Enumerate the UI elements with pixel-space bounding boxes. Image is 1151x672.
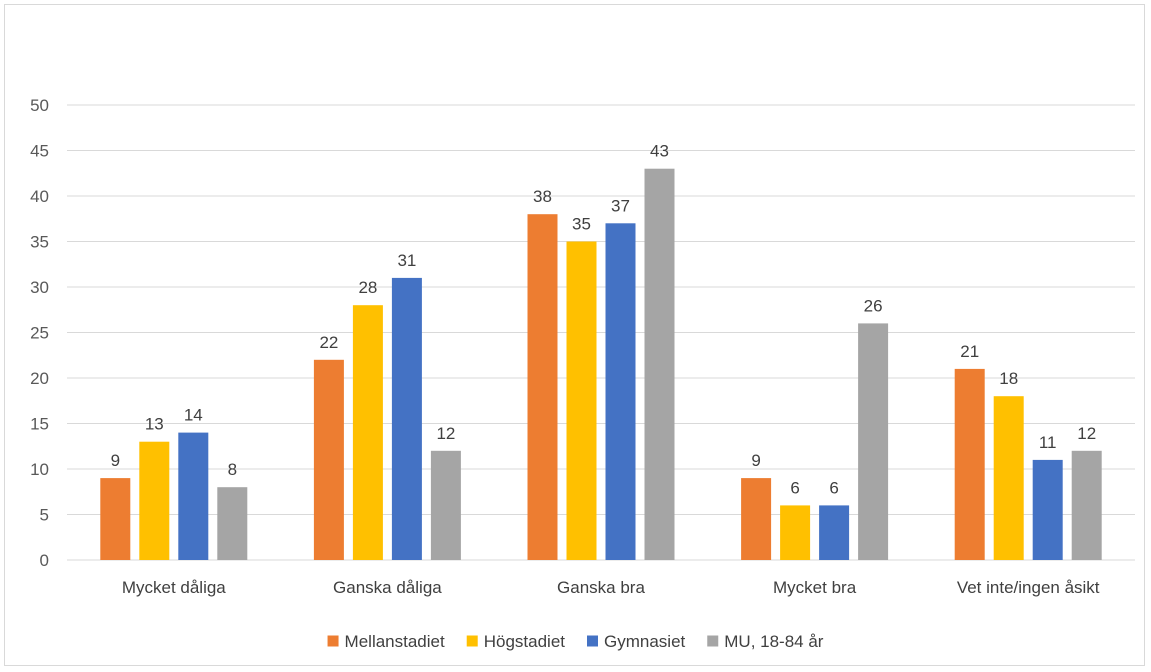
y-axis-tick-labels: 0 5 10 15 20 25 30 35 40 45 50 [30,96,49,570]
legend-swatch [707,635,719,647]
bar [527,214,558,560]
data-label: 8 [228,460,237,479]
bar [741,478,772,560]
data-label: 38 [533,187,552,206]
bar [313,359,344,560]
bar [430,450,461,560]
data-label: 21 [960,342,979,361]
data-label: 11 [1039,433,1057,452]
data-label: 31 [397,251,416,270]
legend-swatch [327,635,339,647]
bar [993,396,1024,560]
data-label: 6 [790,478,799,497]
legend-label: Högstadiet [484,632,566,651]
category-label: Ganska dåliga [333,578,442,597]
data-label: 37 [611,196,630,215]
category-label: Mycket bra [773,578,857,597]
legend: Mellanstadiet Högstadiet Gymnasiet MU, 18-8… [327,632,824,651]
data-label: 28 [358,278,377,297]
legend-label: Gymnasiet [604,632,686,651]
data-labels: 9 13 14 8 22 28 31 12 38 35 37 43 9 6 6 26 21 18 11 12 [111,142,1097,498]
data-label: 12 [1077,424,1096,443]
data-label: 12 [436,424,455,443]
bar [178,432,209,560]
bar [1071,450,1102,560]
category-label: Mycket dåliga [122,578,226,597]
y-tick-label: 10 [30,460,49,479]
x-axis-category-labels: Mycket dåliga Ganska dåliga Ganska bra Myck… [122,578,1100,597]
legend-label: MU, 18-84 år [724,632,824,651]
y-tick-label: 20 [30,369,49,388]
data-label: 13 [145,415,164,434]
y-tick-label: 35 [30,233,49,252]
bar [391,277,422,560]
bar [217,487,248,560]
bar [954,368,985,560]
y-tick-label: 25 [30,324,49,343]
bars [100,168,1102,561]
bar [644,168,675,560]
y-tick-label: 0 [40,551,49,570]
bar [819,505,850,560]
y-tick-label: 5 [40,506,49,525]
category-label: Vet inte/ingen åsikt [957,578,1100,597]
data-label: 6 [829,478,838,497]
data-label: 18 [999,369,1018,388]
data-label: 26 [864,296,883,315]
y-tick-label: 45 [30,142,49,161]
y-tick-label: 40 [30,187,49,206]
bar [139,441,170,560]
data-label: 22 [319,333,338,352]
legend-swatch [466,635,478,647]
data-label: 43 [650,142,669,161]
chart-area: 0 5 10 15 20 25 30 35 40 45 50 9 13 14 8 22 28 31 12 38 35 3… [4,4,1145,666]
bar [100,478,131,560]
data-label: 35 [572,215,591,234]
bar [352,305,383,560]
bar [1032,459,1063,560]
data-label: 9 [751,451,760,470]
data-label: 14 [184,406,203,425]
category-label: Ganska bra [557,578,645,597]
y-tick-label: 15 [30,415,49,434]
bar [605,223,636,561]
legend-swatch [587,635,598,647]
data-label: 9 [111,451,120,470]
bar [858,323,889,560]
bar [566,241,597,560]
y-tick-label: 30 [30,278,49,297]
bar-chart: 0 5 10 15 20 25 30 35 40 45 50 9 13 14 8 22 28 31 12 38 35 3… [30,96,1135,651]
bar [780,505,811,560]
y-tick-label: 50 [30,96,49,115]
legend-label: Mellanstadiet [345,632,445,651]
